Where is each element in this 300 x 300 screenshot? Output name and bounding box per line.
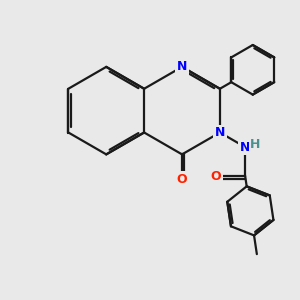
Text: O: O [177,173,187,186]
Text: N: N [215,126,225,139]
Text: N: N [240,141,250,154]
Text: H: H [250,138,261,151]
Text: O: O [211,170,221,183]
Text: N: N [177,60,187,74]
